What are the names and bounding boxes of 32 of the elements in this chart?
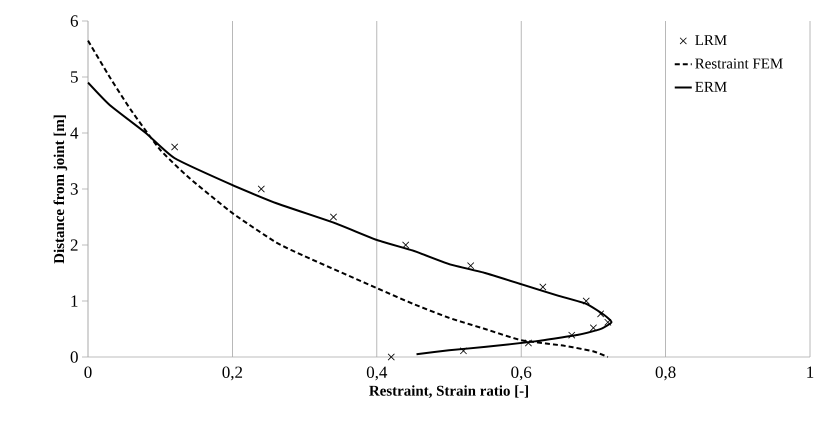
point: [568, 332, 576, 339]
point: [582, 297, 590, 305]
point: [258, 185, 265, 193]
y-tick-label: 5: [71, 71, 78, 83]
legend-label: Restraint FEM: [695, 58, 783, 69]
y-tick-label: 4: [70, 127, 78, 139]
y-tick-label: 3: [70, 183, 78, 195]
legend-label: ERM: [695, 82, 727, 92]
y-axis-title: Distance from joint [m]: [53, 115, 68, 264]
point: [597, 310, 604, 318]
x-tick-label: 0,8: [656, 366, 676, 380]
point: [388, 353, 395, 361]
point: [590, 324, 597, 332]
x-tick-label: 0,6: [511, 366, 532, 380]
point: [171, 143, 178, 151]
x-axis-title: Restraint, Strain ratio [-]: [369, 385, 528, 398]
y-tick-label: 0: [70, 351, 78, 363]
point: [460, 347, 468, 354]
y-tick-label: 2: [70, 239, 78, 251]
legend-label: LRM: [695, 35, 727, 46]
point: [467, 262, 474, 270]
x-tick-label: 0,4: [366, 366, 388, 380]
x-tick-label: 0: [84, 366, 92, 378]
point: [330, 213, 338, 221]
y-tick-label: 1: [72, 295, 78, 307]
y-tick-label: 6: [70, 15, 78, 27]
point: [402, 241, 410, 249]
x-tick-label: 1: [807, 366, 814, 378]
point: [524, 339, 532, 347]
point: [539, 283, 546, 291]
point: [604, 318, 612, 326]
x-tick-label: 0,2: [222, 366, 242, 380]
